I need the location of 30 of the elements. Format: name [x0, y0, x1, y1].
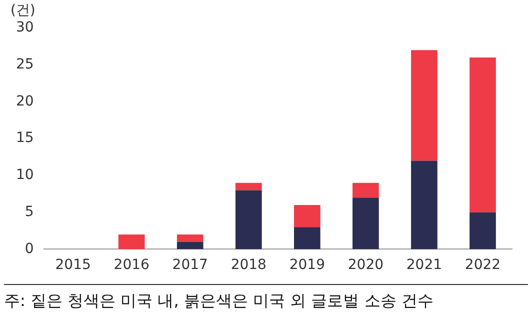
- text: 주: 짙은 청색은 미국 내, 붉은색은 미국 외 글로벌 소송 건수: [4, 284, 528, 312]
- bar: [294, 204, 320, 228]
- x-tick-label: 2017: [172, 257, 208, 274]
- bar: [411, 50, 438, 161]
- y-tick-label: 10: [16, 167, 34, 184]
- bar: [470, 57, 496, 212]
- bar: [118, 234, 145, 250]
- x-tick-label: 2022: [464, 257, 501, 274]
- bar: [235, 190, 262, 250]
- bar: [352, 198, 379, 250]
- bar: [235, 182, 262, 190]
- bar: [176, 234, 204, 242]
- y-tick-label: 5: [24, 204, 34, 220]
- x-tick-label: 2016: [114, 257, 150, 274]
- y-tick-label: 0: [24, 240, 34, 257]
- x-tick-label: 2018: [230, 257, 266, 274]
- y-tick-label: 20: [16, 93, 34, 110]
- x-tick-label: 2020: [348, 257, 384, 274]
- bar: [470, 212, 496, 250]
- y-tick-label: 30: [16, 20, 34, 36]
- y-tick-label: 25: [16, 56, 34, 73]
- y-axis-title: (건): [10, 2, 36, 19]
- x-tick-label: 2015: [55, 257, 91, 274]
- y-tick-label: 15: [16, 130, 34, 146]
- x-tick-label: 2021: [406, 257, 442, 274]
- bar: [411, 160, 438, 250]
- bar: [176, 242, 204, 250]
- bar: [352, 182, 379, 198]
- bar: [294, 227, 320, 250]
- x-tick-label: 2019: [289, 257, 325, 274]
